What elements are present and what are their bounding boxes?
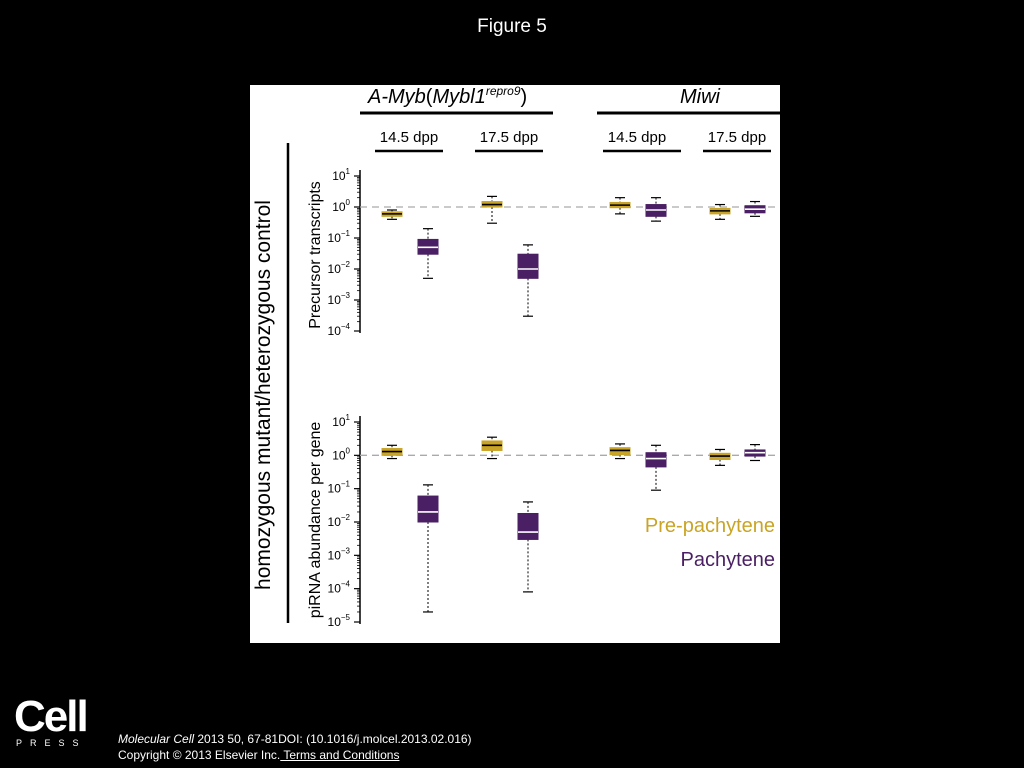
y-tick-label: 10−5 — [328, 613, 351, 629]
citation-details: 2013 50, 67-81DOI: (10.1016/j.molcel.201… — [194, 732, 472, 746]
y-tick-exponent: 0 — [346, 446, 351, 455]
legend-pre-pachytene: Pre-pachytene — [645, 515, 775, 537]
y-tick-exponent: −1 — [341, 229, 351, 238]
y-tick-base: 10 — [328, 615, 342, 629]
group-header-a-myb: A-Myb(Mybl1repro9) — [367, 85, 527, 108]
y-tick-label: 10−3 — [328, 291, 351, 307]
logo-word: Cell — [14, 692, 89, 741]
y-tick-exponent: −3 — [341, 546, 351, 555]
allele-paren-open: ( — [426, 86, 433, 108]
y-tick-exponent: 1 — [346, 167, 351, 176]
y-tick-label: 100 — [332, 198, 350, 214]
y-tick-base: 10 — [332, 169, 346, 183]
main-ylabel: homozygous mutant/heterozygous control — [252, 200, 275, 590]
y-tick-exponent: −1 — [341, 480, 351, 489]
copyright-line: Copyright © 2013 Elsevier Inc. Terms and… — [118, 748, 399, 762]
y-tick-base: 10 — [332, 415, 346, 429]
y-tick-label: 101 — [332, 167, 350, 183]
logo-press: PRESS — [16, 738, 87, 748]
y-tick-exponent: 1 — [346, 413, 351, 422]
y-tick-base: 10 — [328, 582, 342, 596]
y-tick-base: 10 — [328, 231, 342, 245]
box-pachytene — [417, 495, 439, 523]
box-pachytene — [645, 452, 667, 468]
cell-press-logo: Cell PRESS — [14, 692, 89, 750]
panel-ylabel-pirna: piRNA abundance per gene — [307, 422, 324, 619]
y-tick-label: 10−4 — [328, 580, 351, 596]
dpp-label-miwi-14: 14.5 dpp — [608, 129, 666, 146]
y-tick-exponent: −4 — [341, 322, 351, 331]
y-tick-base: 10 — [328, 293, 342, 307]
dpp-label-a-myb-17: 17.5 dpp — [480, 129, 538, 146]
box-plot-figure: A-Myb(Mybl1repro9) Miwi 14.5 dpp 17.5 dp… — [252, 85, 780, 629]
copyright-text: Copyright © 2013 Elsevier Inc. — [118, 748, 281, 762]
journal-name: Molecular Cell — [118, 732, 195, 746]
y-tick-base: 10 — [328, 515, 342, 529]
terms-link[interactable]: Terms and Conditions — [280, 748, 400, 762]
group-header-miwi: Miwi — [680, 86, 721, 108]
y-tick-base: 10 — [332, 448, 346, 462]
y-tick-label: 10−1 — [328, 480, 351, 496]
y-tick-exponent: −4 — [341, 580, 351, 589]
citation: Molecular Cell 2013 50, 67-81DOI: (10.10… — [118, 731, 472, 748]
y-tick-exponent: −2 — [341, 260, 351, 269]
legend-pachytene: Pachytene — [680, 549, 775, 571]
allele-name: Mybl1 — [432, 86, 485, 108]
y-tick-base: 10 — [328, 548, 342, 562]
slide-title: Figure 5 — [477, 16, 547, 37]
panel-ylabel-precursor: Precursor transcripts — [307, 181, 324, 329]
allele-paren-close: ) — [521, 86, 528, 108]
gene-name-a-myb: A-Myb — [367, 86, 426, 108]
y-tick-label: 101 — [332, 413, 350, 429]
allele-superscript: repro9 — [486, 85, 521, 98]
box-pachytene — [517, 512, 539, 540]
y-tick-base: 10 — [328, 262, 342, 276]
y-tick-base: 10 — [332, 200, 346, 214]
y-tick-label: 100 — [332, 446, 350, 462]
y-tick-exponent: 0 — [346, 198, 351, 207]
y-tick-exponent: −5 — [341, 613, 351, 622]
y-tick-base: 10 — [328, 482, 342, 496]
box-pachytene — [517, 253, 539, 279]
y-tick-label: 10−4 — [328, 322, 351, 338]
y-tick-exponent: −3 — [341, 291, 351, 300]
y-tick-label: 10−2 — [328, 260, 351, 276]
dpp-label-a-myb-14: 14.5 dpp — [380, 129, 438, 146]
y-tick-base: 10 — [328, 324, 342, 338]
y-tick-label: 10−1 — [328, 229, 351, 245]
y-tick-label: 10−2 — [328, 513, 351, 529]
dpp-label-miwi-17: 17.5 dpp — [708, 129, 766, 146]
figure-panel: A-Myb(Mybl1repro9) Miwi 14.5 dpp 17.5 dp… — [250, 85, 780, 643]
y-tick-exponent: −2 — [341, 513, 351, 522]
y-tick-label: 10−3 — [328, 546, 351, 562]
